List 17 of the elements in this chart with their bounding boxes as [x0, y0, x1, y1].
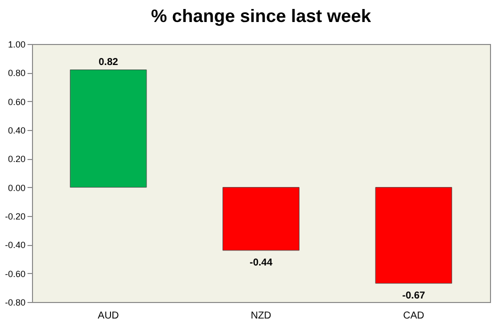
y-tick-label: 1.00 — [8, 40, 26, 50]
y-tick-label: -0.20 — [4, 212, 26, 222]
y-tick-label: 0.80 — [8, 68, 26, 78]
y-tick-label: -0.80 — [4, 298, 26, 308]
y-tick-label: -0.40 — [4, 240, 26, 250]
x-tick-label: AUD — [98, 310, 119, 322]
data-label: 0.82 — [98, 56, 118, 68]
y-tick-label: -0.60 — [4, 268, 26, 279]
y-tick-label: 0.60 — [8, 96, 26, 107]
x-tick-label: NZD — [250, 310, 272, 322]
y-tick-label: 0.00 — [8, 182, 26, 193]
chart-title: % change since last week — [150, 6, 372, 26]
y-tick-label: 0.20 — [8, 154, 26, 164]
x-tick-label: CAD — [403, 310, 424, 322]
data-label: -0.44 — [250, 257, 273, 268]
y-tick-label: 0.40 — [8, 126, 26, 136]
data-label: -0.67 — [402, 290, 426, 302]
